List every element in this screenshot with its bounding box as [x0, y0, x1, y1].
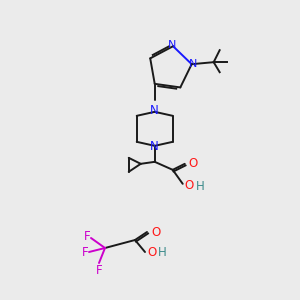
Text: H: H	[158, 247, 167, 260]
Text: O: O	[151, 226, 160, 238]
Text: F: F	[84, 230, 90, 244]
Text: F: F	[82, 245, 88, 259]
Text: N: N	[168, 40, 176, 50]
Text: O: O	[147, 245, 156, 259]
Text: N: N	[150, 104, 159, 117]
Text: N: N	[150, 140, 159, 153]
Text: H: H	[196, 180, 205, 193]
Text: N: N	[188, 59, 197, 69]
Text: F: F	[96, 263, 102, 277]
Text: O: O	[189, 157, 198, 170]
Text: O: O	[185, 179, 194, 192]
